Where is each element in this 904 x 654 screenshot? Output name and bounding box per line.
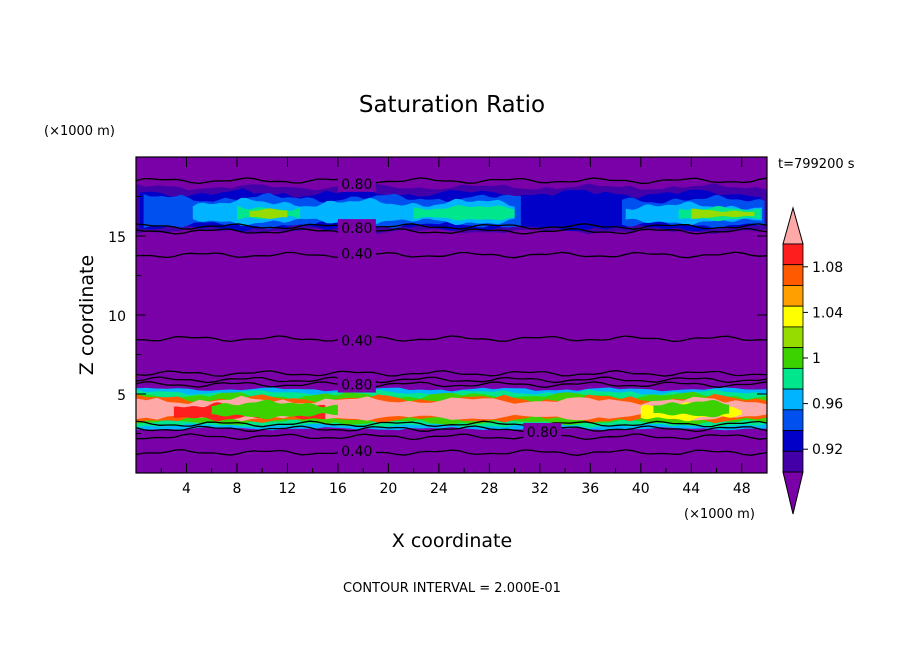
contour-label: 0.40 [337, 244, 376, 262]
contour-line [135, 251, 768, 259]
contour-line [135, 177, 768, 185]
colorbar-segment [782, 347, 804, 369]
x-tick-label: 4 [182, 481, 191, 497]
upper-band-104b [691, 208, 755, 219]
colorbar-segment [782, 367, 804, 390]
contour-label-bg [337, 375, 376, 393]
time-label: t=799200 s [778, 157, 855, 172]
contour-label-text: 0.40 [341, 333, 372, 349]
x-tick-label: 40 [632, 481, 650, 497]
colorbar: 0.92 0.96 1 1.04 1.08 [782, 206, 843, 515]
y-axis-ticks: 5 10 15 [108, 196, 767, 434]
colorbar-segment [782, 388, 804, 411]
contour-label-text: 0.40 [341, 444, 372, 460]
x-tick-label: 20 [379, 481, 397, 497]
x-tick-label: 16 [329, 481, 347, 497]
saturation-bands [136, 183, 767, 431]
contour-label: 0.80 [523, 422, 562, 441]
colorbar-tick-label: 1.08 [812, 260, 843, 276]
colorbar-tick-label: 0.92 [812, 442, 843, 458]
contour-label-bg [337, 174, 376, 192]
contour-label-bg [337, 244, 376, 262]
contour-labels: 0.80 0.80 0.40 0.40 0.80 0.80 0.40 [337, 174, 562, 460]
colorbar-segment [782, 305, 804, 328]
x-tick-label: 24 [430, 481, 448, 497]
contour-label-bg [337, 331, 376, 349]
upper-band-098 [192, 197, 515, 226]
contour-label-text: 0.40 [341, 246, 372, 262]
contour-line [136, 335, 768, 343]
y-tick-label: 5 [117, 388, 126, 404]
contour-line [135, 376, 768, 384]
y-axis-label: Z coordinate [76, 255, 98, 375]
x-tick-label: 32 [531, 481, 549, 497]
x-tick-label: 48 [733, 481, 751, 497]
x-tick-label: 12 [279, 481, 297, 497]
colorbar-segment [782, 450, 804, 473]
x-tick-label: 44 [682, 481, 700, 497]
colorbar-tick-label: 0.96 [812, 397, 843, 413]
colorbar-segment [782, 264, 804, 286]
contour-line [135, 425, 768, 433]
contour-label-bg [523, 422, 562, 440]
contour-line [135, 420, 768, 428]
contour-label: 0.40 [337, 331, 376, 349]
contour-label-text: 0.80 [341, 177, 372, 193]
lower-band-102c [653, 400, 730, 418]
plot-area: 0.80 0.80 0.40 0.40 0.80 0.80 0.40 [135, 156, 768, 474]
x-tick-label: 28 [480, 481, 498, 497]
x-unit-label: (×1000 m) [684, 507, 755, 522]
colorbar-tick-label: 1 [812, 351, 821, 367]
contour-interval-footer: CONTOUR INTERVAL = 2.000E-01 [343, 581, 561, 596]
colorbar-segment [782, 285, 804, 307]
y-unit-label: (×1000 m) [44, 124, 115, 139]
contour-line [135, 433, 768, 441]
contour-label-text: 0.80 [341, 221, 372, 237]
contour-line [135, 449, 768, 456]
contour-label-text: 0.80 [527, 425, 558, 441]
upper-band-104 [249, 208, 288, 219]
x-axis-ticks: 4 8 12 16 20 24 28 32 36 40 44 48 [160, 157, 751, 497]
contour-label: 0.80 [337, 219, 376, 237]
contour-label: 0.80 [337, 375, 376, 394]
contour-label-bg [337, 441, 376, 459]
contour-label: 0.40 [337, 441, 376, 460]
contour-line [135, 223, 768, 230]
contour-label-text: 0.80 [341, 378, 372, 394]
x-axis-label: X coordinate [392, 530, 512, 552]
y-tick-label: 15 [108, 230, 126, 246]
lower-band-102b [211, 399, 338, 420]
colorbar-tick-label: 1.04 [812, 305, 843, 321]
contour-lines [135, 177, 768, 456]
x-tick-label: 8 [232, 481, 241, 497]
colorbar-segment [782, 409, 804, 431]
contour-label: 0.80 [337, 174, 376, 193]
y-tick-label: 10 [108, 309, 126, 325]
chart-title: Saturation Ratio [359, 92, 545, 118]
upper-band-100b [413, 205, 515, 221]
colorbar-segment [782, 243, 804, 266]
contour-line [135, 227, 768, 235]
contour-label-bg [337, 219, 376, 237]
contour-line [135, 381, 768, 388]
contour-line [135, 370, 768, 377]
colorbar-segment [782, 326, 804, 349]
colorbar-segment [782, 430, 804, 452]
colorbar-top-extension [782, 206, 804, 245]
x-tick-label: 36 [581, 481, 599, 497]
colorbar-bottom-extension [782, 471, 804, 515]
